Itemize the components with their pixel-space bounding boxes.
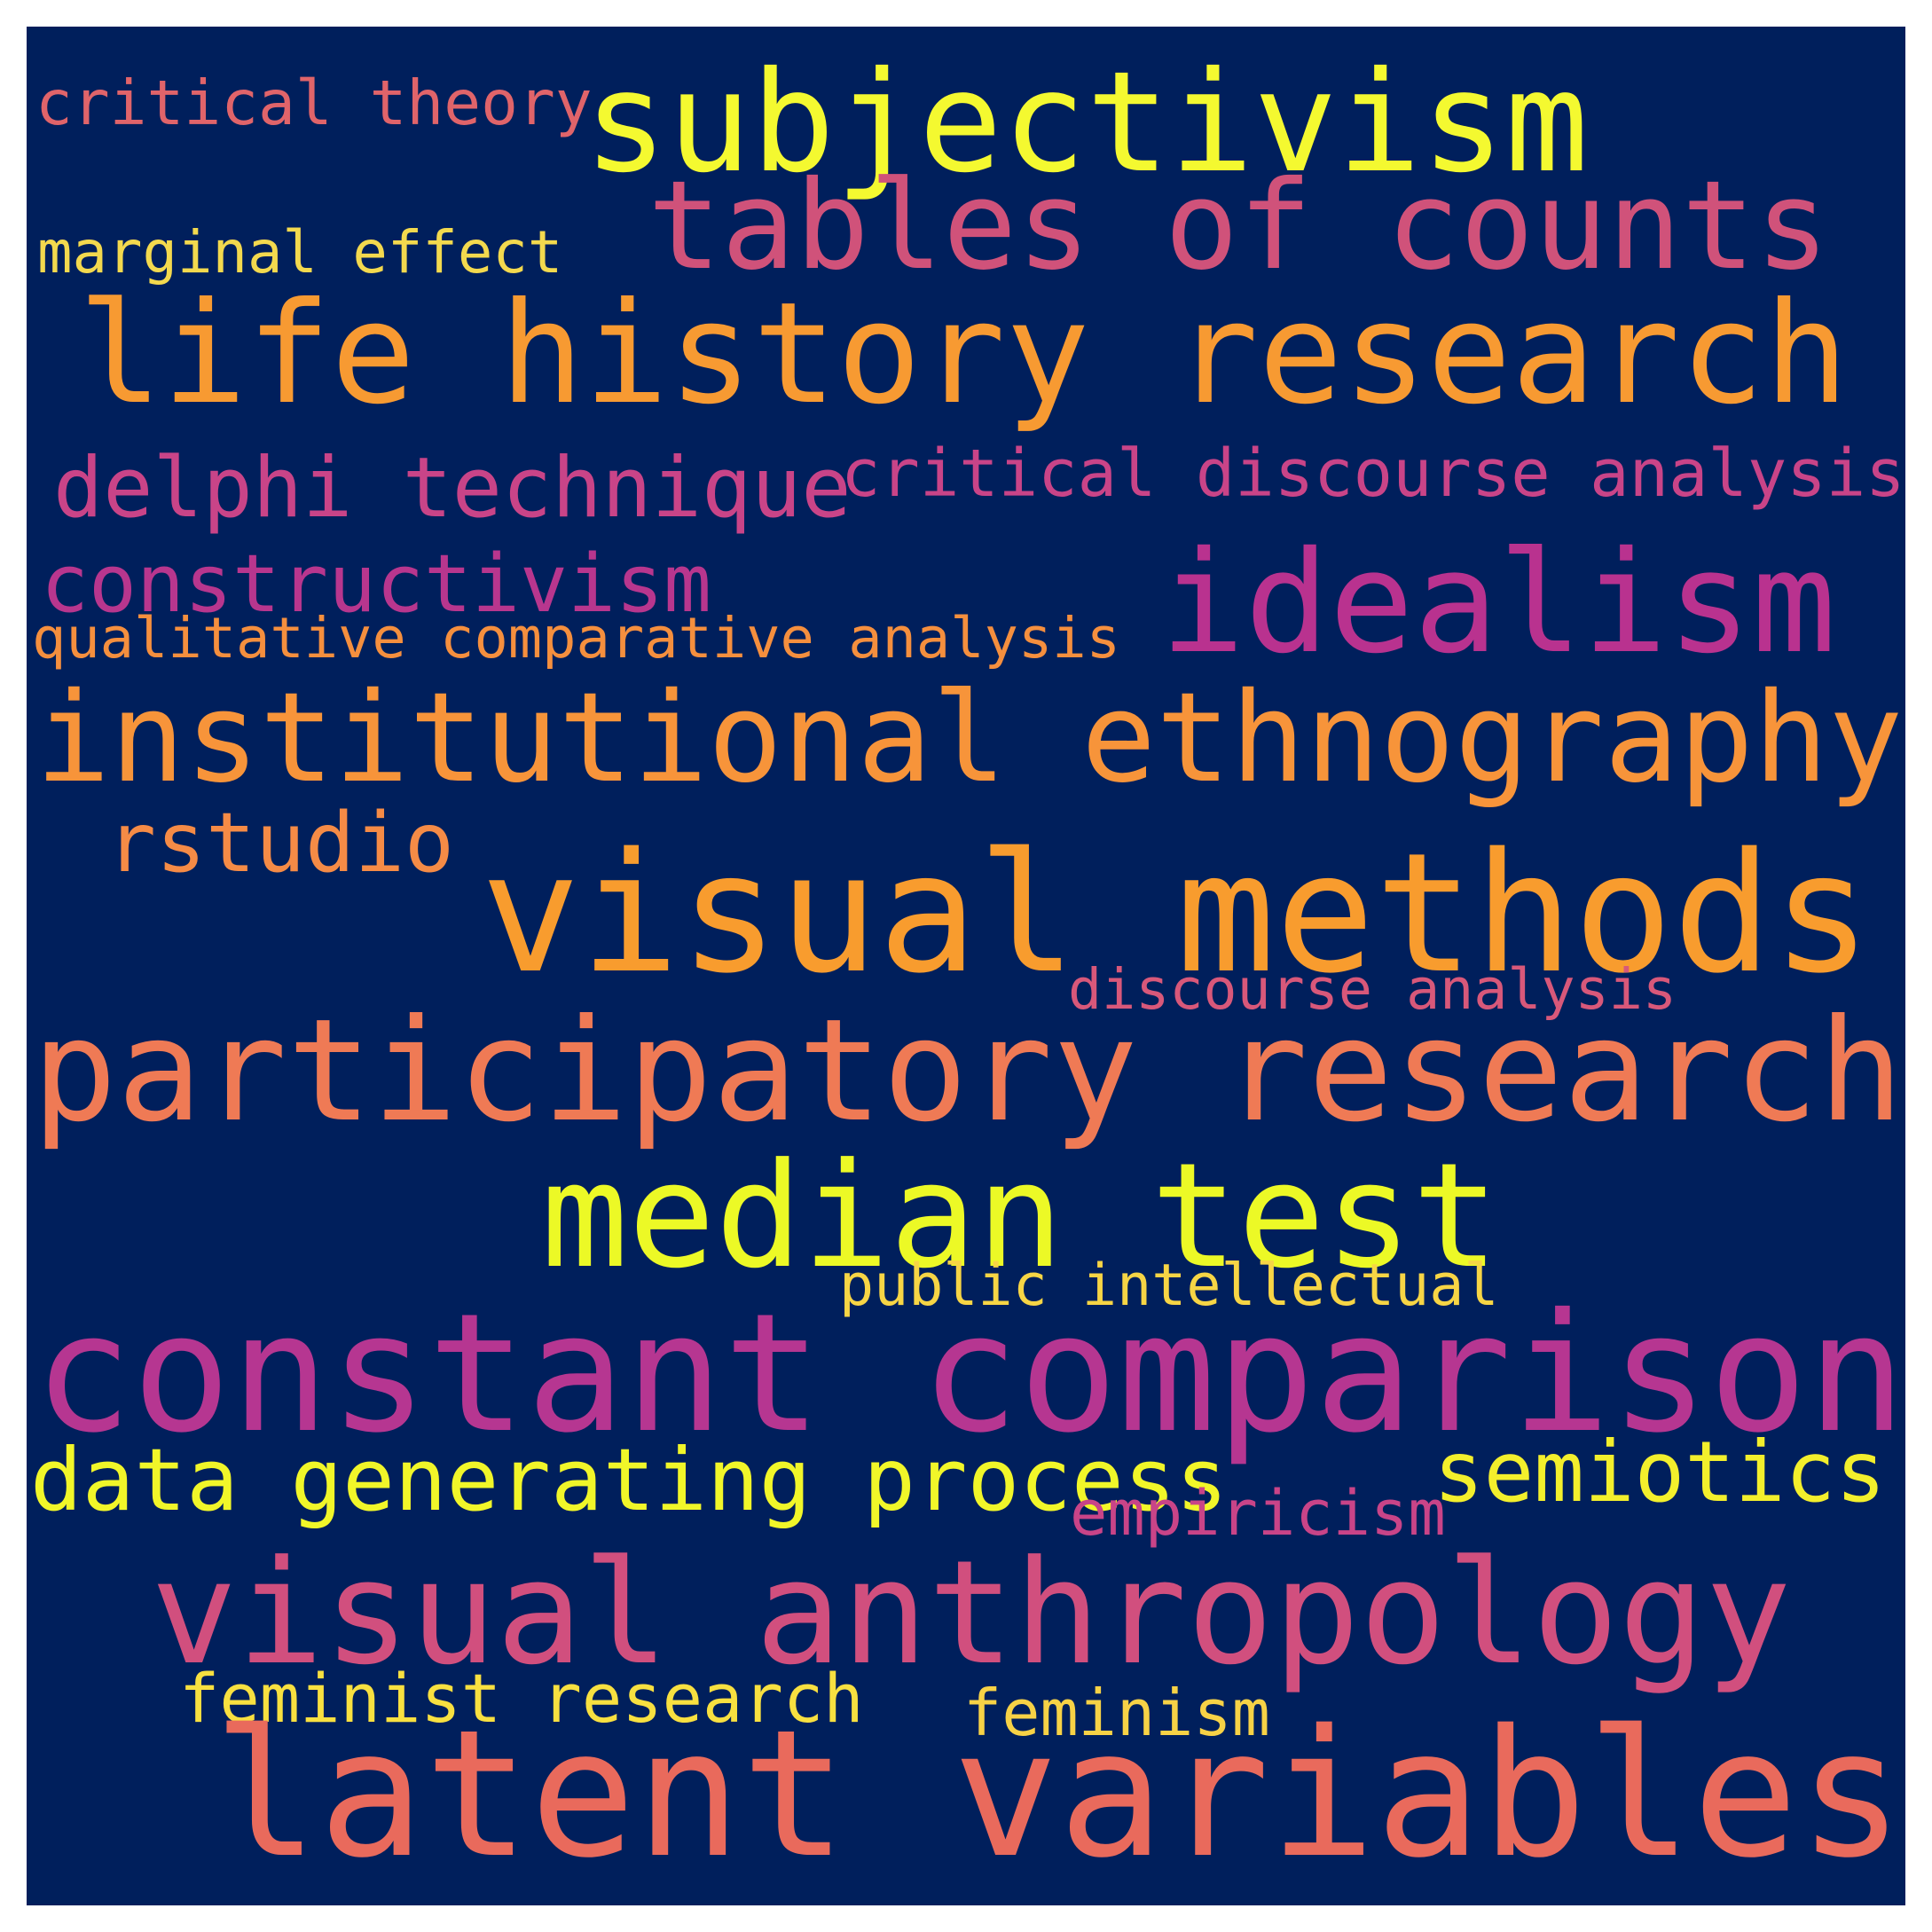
- word-median-test: median test: [541, 1133, 1500, 1301]
- word-marginal-effect: marginal effect: [37, 219, 563, 287]
- word-idealism: idealism: [1160, 521, 1836, 685]
- word-public-intellectual: public intellectual: [839, 1253, 1499, 1320]
- word-participatory-research: participatory research: [32, 987, 1904, 1153]
- word-subjectivism: subjectivism: [584, 40, 1589, 203]
- word-visual-methods: visual methods: [481, 816, 1872, 1009]
- word-qualitative-comparative-analysis: qualitative comparative analysis: [32, 606, 1120, 672]
- word-critical-theory: critical theory: [35, 67, 593, 140]
- word-semiotics: semiotics: [1433, 1424, 1886, 1521]
- word-feminism: feminism: [963, 1676, 1270, 1751]
- word-constructivism: constructivism: [41, 538, 711, 632]
- word-feminist-research: feminist research: [179, 1660, 864, 1739]
- word-constant-comparison: constant comparison: [34, 1277, 1905, 1469]
- word-data-generating-process: data generating process: [30, 1429, 1229, 1531]
- word-latent-variables: latent variables: [213, 1692, 1905, 1897]
- word-tables-of-counts: tables of counts: [648, 153, 1830, 297]
- word-visual-anthropology: visual anthropology: [151, 1530, 1792, 1698]
- word-life-history-research: life history research: [78, 271, 1850, 436]
- word-rstudio: rstudio: [106, 795, 454, 891]
- word-institutional-ethnography: institutional ethnography: [35, 665, 1904, 811]
- word-cloud: subjectivism critical theory tables of c…: [27, 27, 1905, 1905]
- word-critical-discourse-analysis: critical discourse analysis: [841, 436, 1905, 513]
- word-delphi-technique: delphi technique: [53, 440, 852, 538]
- word-empiricism: empiricism: [1070, 1476, 1446, 1550]
- word-discourse-analysis: discourse analysis: [1068, 956, 1677, 1023]
